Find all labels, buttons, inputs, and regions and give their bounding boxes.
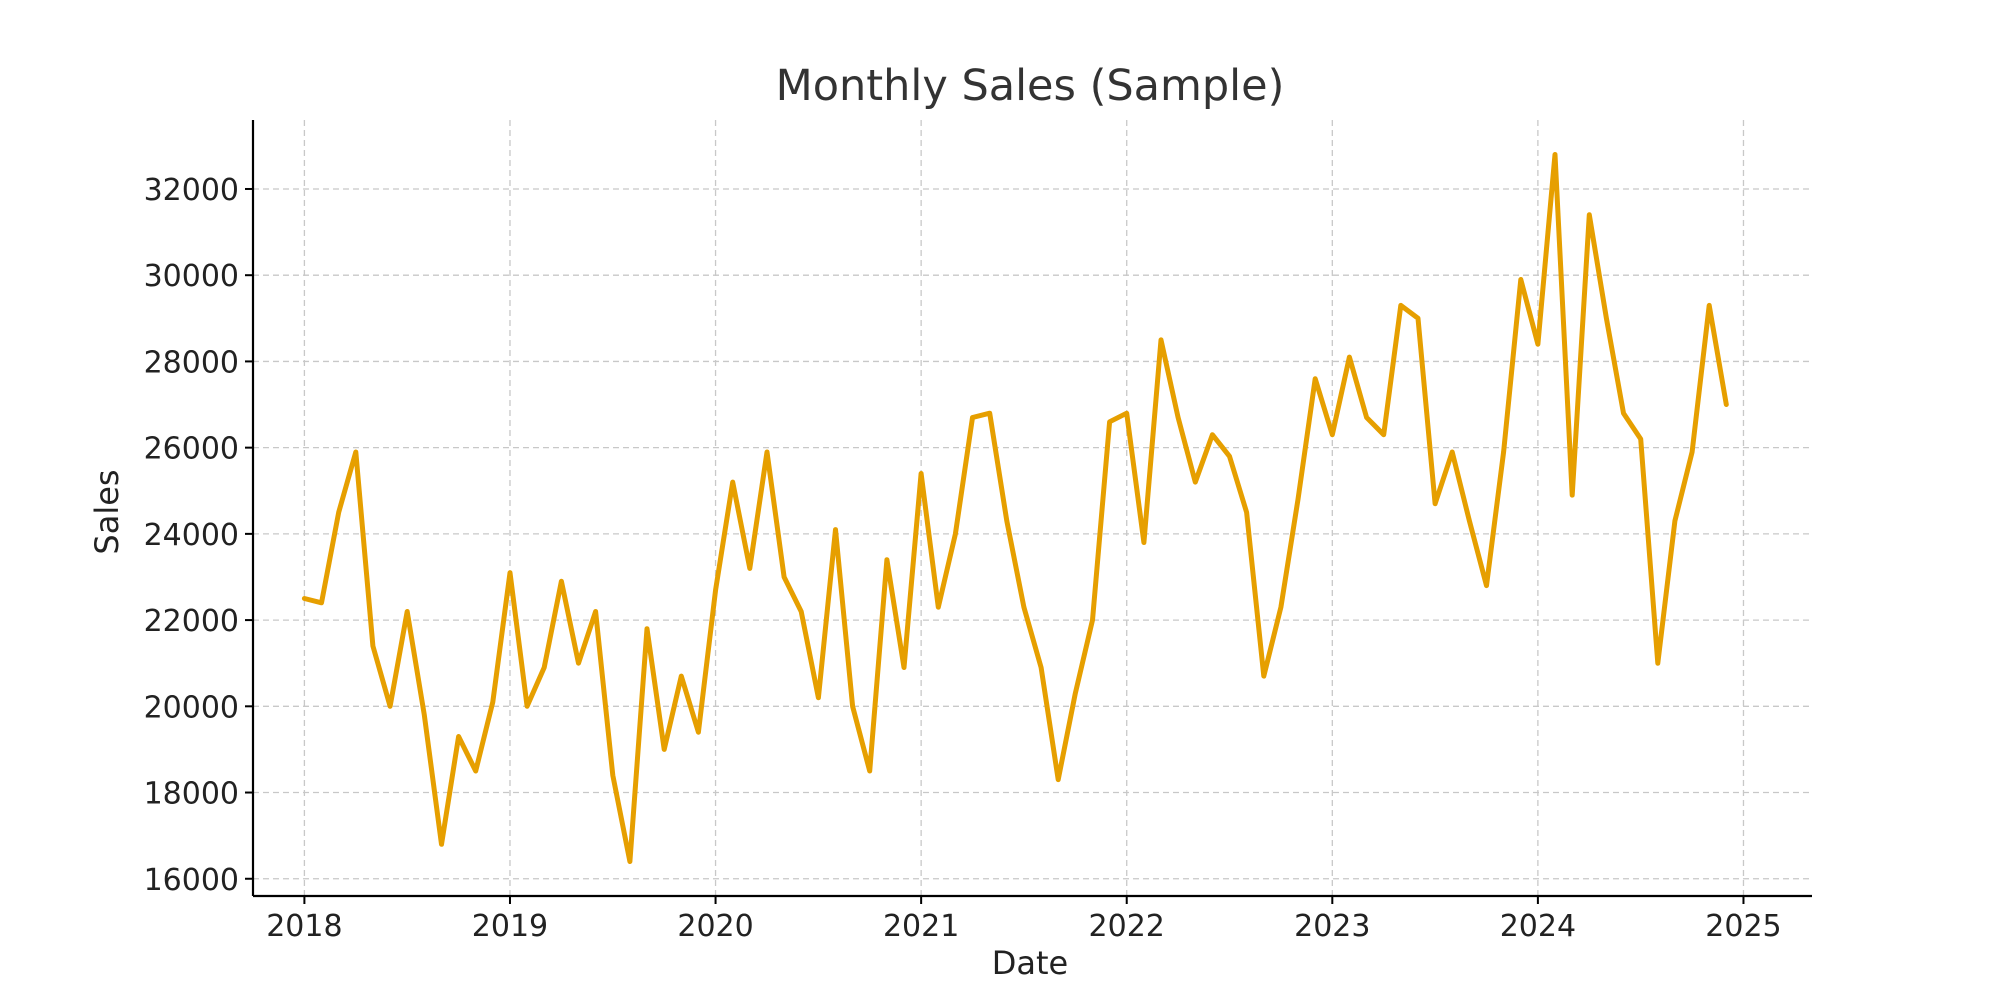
series-line — [301, 152, 1729, 864]
chart-title: Monthly Sales (Sample) — [776, 61, 1285, 111]
y-tick-label: 22000 — [144, 604, 239, 639]
tick-labels: 2018 2019 2020 2021 2022 2023 2024 2025 16000 180… — [144, 173, 1782, 944]
y-tick-label: 28000 — [144, 345, 239, 380]
x-tick-label: 2021 — [883, 909, 959, 944]
y-tick-label: 24000 — [144, 518, 239, 553]
x-tick-label: 2025 — [1705, 909, 1781, 944]
x-tick-label: 2018 — [266, 909, 342, 944]
y-tick-label: 30000 — [144, 259, 239, 294]
y-tick-label: 26000 — [144, 432, 239, 467]
y-axis-title: Sales — [88, 469, 126, 554]
x-tick-label: 2022 — [1089, 909, 1165, 944]
y-tick-label: 16000 — [144, 863, 239, 898]
x-tick-label: 2023 — [1294, 909, 1370, 944]
tick-marks — [245, 187, 1745, 904]
grid-lines — [253, 120, 1812, 896]
x-tick-label: 2024 — [1500, 909, 1576, 944]
x-tick-label: 2019 — [472, 909, 548, 944]
x-tick-label: 2020 — [677, 909, 753, 944]
y-tick-label: 32000 — [144, 173, 239, 208]
axes — [251, 120, 1812, 898]
y-tick-label: 18000 — [144, 777, 239, 812]
x-axis-title: Date — [992, 944, 1068, 982]
y-tick-label: 20000 — [144, 690, 239, 725]
series-layer — [301, 152, 1729, 864]
